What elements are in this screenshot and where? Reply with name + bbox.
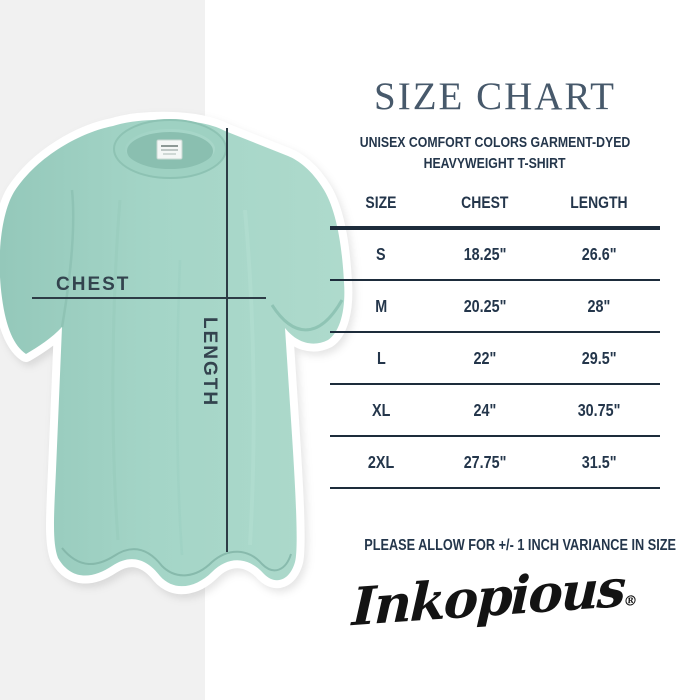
cell-size: M <box>330 280 433 333</box>
subtitle-line-2: HEAVYWEIGHT T-SHIRT <box>424 155 566 172</box>
cell-size: S <box>330 228 433 281</box>
collar-band <box>115 119 225 179</box>
registered-trademark-icon: ® <box>623 593 638 611</box>
column-header-length: LENGTH <box>537 183 660 230</box>
length-measure-line <box>226 128 228 552</box>
neck-tag <box>156 139 183 160</box>
brand-name: Inkopious <box>350 557 626 639</box>
size-table-header-row: SIZE CHEST LENGTH <box>330 183 660 230</box>
table-row: L 22" 29.5" <box>330 332 660 385</box>
cell-chest: 22" <box>432 332 538 385</box>
cell-length: 31.5" <box>537 436 660 489</box>
cell-length: 30.75" <box>537 384 660 437</box>
chest-measure-label: CHEST <box>56 274 131 295</box>
table-row: 2XL 27.75" 31.5" <box>330 436 660 489</box>
column-header-chest: CHEST <box>432 183 538 230</box>
table-row: M 20.25" 28" <box>330 280 660 333</box>
subtitle-line-1: UNISEX COMFORT COLORS GARMENT-DYED <box>359 134 631 151</box>
brand-logo: Inkopious® <box>329 555 660 639</box>
cell-length: 26.6" <box>537 228 660 281</box>
column-header-size: SIZE <box>330 183 433 230</box>
page-title: SIZE CHART <box>374 75 616 118</box>
cell-size: XL <box>330 384 433 437</box>
cell-length: 28" <box>537 280 660 333</box>
cell-size: L <box>330 332 433 385</box>
tshirt-body <box>0 111 353 595</box>
chest-measure-line <box>32 297 266 299</box>
variance-note: PLEASE ALLOW FOR +/- 1 INCH VARIANCE IN … <box>364 537 676 554</box>
product-subtitle: UNISEX COMFORT COLORS GARMENT-DYED HEAVY… <box>330 132 660 174</box>
table-row: S 18.25" 26.6" <box>330 228 660 281</box>
cell-length: 29.5" <box>537 332 660 385</box>
length-measure-label: LENGTH <box>199 317 220 408</box>
cell-chest: 18.25" <box>432 228 538 281</box>
tshirt-photo <box>0 111 353 595</box>
cell-chest: 20.25" <box>432 280 538 333</box>
cell-chest: 24" <box>432 384 538 437</box>
cell-chest: 27.75" <box>432 436 538 489</box>
table-row: XL 24" 30.75" <box>330 384 660 437</box>
size-chart-panel: SIZE CHART UNISEX COMFORT COLORS GARMENT… <box>330 0 676 638</box>
cell-size: 2XL <box>330 436 433 489</box>
size-table: SIZE CHEST LENGTH S 18.25" 26.6" M 20.25… <box>330 183 660 489</box>
